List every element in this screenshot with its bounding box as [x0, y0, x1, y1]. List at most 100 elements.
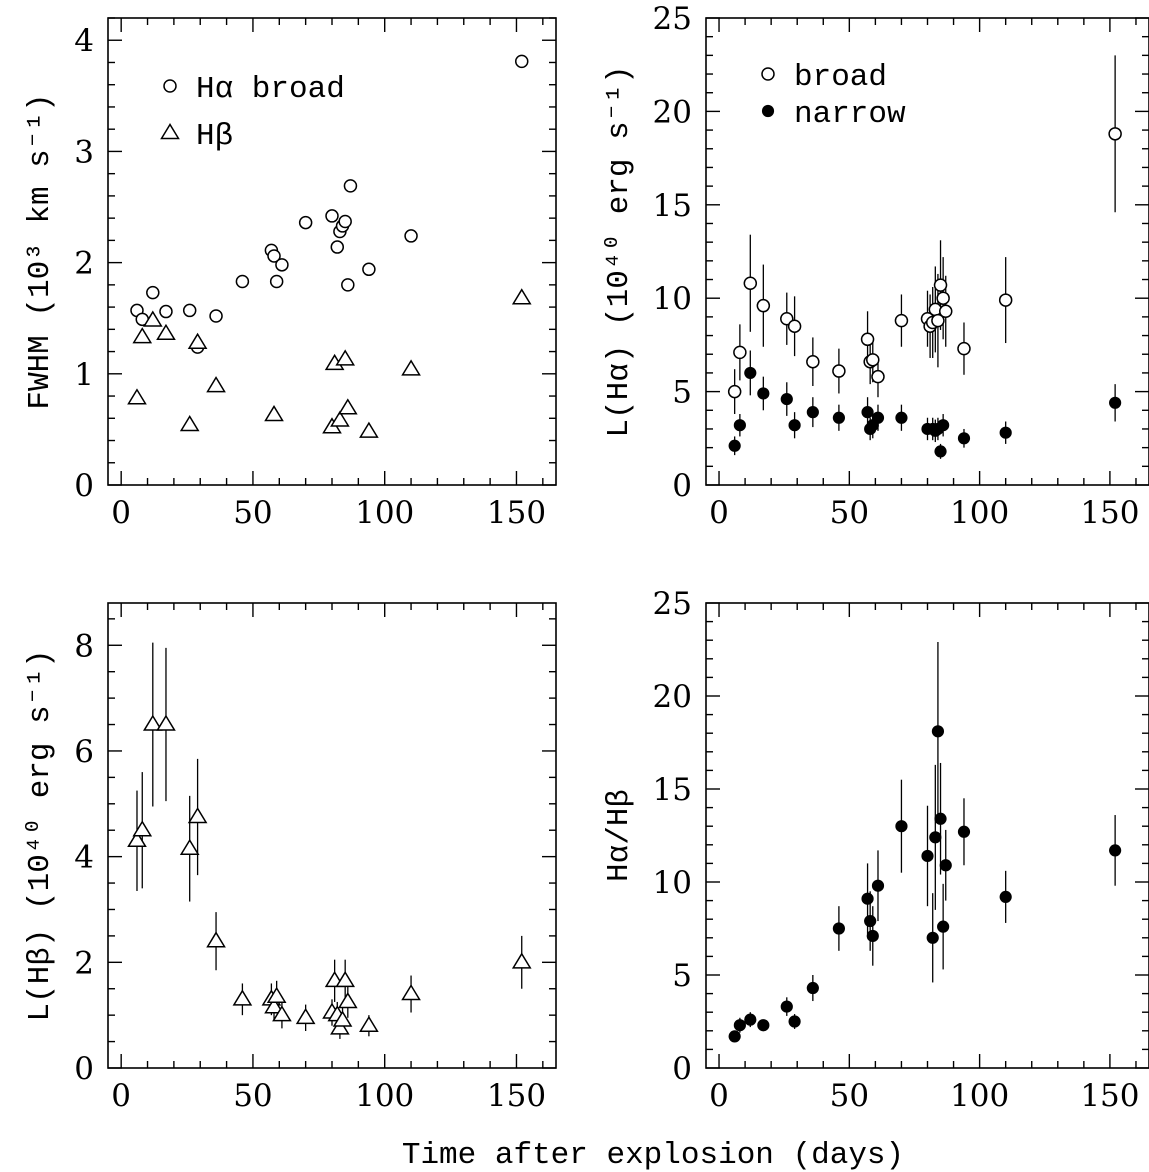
y-axis-label: L(Hβ) (10⁴⁰ erg s⁻¹)	[23, 649, 58, 1021]
l-hbeta-point-22	[511, 952, 532, 969]
fwhm-point-3	[156, 323, 176, 341]
legend-entry: broad	[761, 60, 887, 95]
l-halpha-point-2	[743, 276, 758, 291]
x-axis-label: Time after explosion (days)	[402, 1138, 904, 1172]
fwhm-point-18	[341, 278, 355, 292]
x-tick-label: 100	[355, 495, 414, 531]
panel-balmer-decrement: 0 50 100 150 0 5 10 15 20 25 Hα/Hβ	[602, 586, 1149, 1114]
l-halpha-point-1	[733, 419, 746, 432]
x-tick-label: 150	[487, 495, 546, 531]
h--series	[127, 288, 532, 438]
balmer-decrement-point-18	[937, 920, 950, 933]
fwhm-point-12	[337, 398, 358, 415]
x-tick-label: 50	[233, 1078, 272, 1114]
narrow-series	[728, 350, 1122, 459]
l-halpha-frame	[705, 17, 1149, 486]
balmer-decrement-point-12	[895, 820, 908, 833]
y-axis-label: Hα/Hβ	[602, 789, 637, 882]
y-tick-label: 0	[672, 468, 692, 504]
y-axis-label: FWHM (10³ km s⁻¹)	[23, 93, 58, 409]
fwhm-point-0	[127, 388, 147, 405]
l-hbeta-point-2	[142, 714, 163, 731]
series-series	[127, 642, 532, 1039]
y-tick-label: 25	[653, 1, 692, 37]
balmer-decrement-point-7	[832, 922, 846, 935]
panel-l-hbeta: 0 50 100 150 0 2 4 6 8 L(Hβ) (10⁴⁰ erg s⁻¹)	[23, 602, 557, 1114]
legend-label: broad	[794, 60, 887, 95]
l-halpha-point-20	[999, 426, 1012, 439]
fwhm-point-3	[159, 304, 173, 319]
fwhm-point-11	[275, 258, 289, 272]
l-halpha-point-18	[937, 419, 950, 432]
l-hbeta-point-10	[266, 986, 287, 1003]
y-tick-label: 5	[672, 958, 692, 994]
l-halpha-point-6	[806, 354, 820, 369]
l-hbeta-point-12	[295, 1007, 316, 1025]
l-hbeta-point-16	[330, 1018, 350, 1035]
l-halpha-point-22	[998, 293, 1013, 307]
l-hbeta-point-3	[156, 714, 176, 731]
fwhm-point-14	[401, 359, 421, 376]
l-halpha-point-5	[787, 319, 802, 333]
fwhm-point-22	[514, 54, 529, 69]
y-tick-label: 20	[653, 679, 692, 715]
fwhm-point-5	[187, 332, 208, 349]
y-tick-label: 4	[74, 840, 94, 876]
x-tick-label: 100	[950, 495, 1009, 531]
l-halpha-point-3	[757, 387, 770, 400]
l-hbeta-frame	[107, 602, 557, 1069]
l-halpha-point-1	[733, 345, 747, 360]
balmer-decrement-point-15	[929, 831, 942, 844]
y-tick-label: 20	[653, 94, 692, 130]
l-halpha-point-20	[938, 304, 953, 319]
y-tick-label: 1	[74, 357, 94, 393]
y-tick-label: 2	[74, 945, 94, 981]
legend-entry: narrow	[761, 97, 906, 132]
l-halpha-point-3	[756, 298, 771, 313]
series-series	[728, 642, 1122, 1043]
balmer-decrement-point-14	[926, 931, 939, 944]
l-hbeta-point-7	[232, 989, 253, 1006]
y-tick-label: 10	[653, 865, 692, 901]
panel-fwhm: 0 50 100 150 0 1 2 3 4 FWHM (10³ km s⁻¹) Hα broad H…	[23, 17, 557, 531]
l-halpha-point-23	[1108, 127, 1122, 141]
l-hbeta-point-4	[179, 838, 200, 855]
legend-entry: Hα broad	[163, 72, 345, 107]
legend-label: narrow	[794, 97, 906, 132]
l-halpha-point-0	[727, 384, 742, 399]
l-halpha-point-8	[861, 406, 874, 419]
y-tick-label: 10	[653, 281, 692, 317]
y-tick-label: 0	[74, 468, 94, 504]
l-hbeta-point-1	[132, 820, 153, 837]
l-halpha-point-4	[780, 392, 793, 406]
fwhm-point-20	[362, 262, 376, 277]
x-tick-label: 150	[1080, 495, 1139, 531]
l-halpha-point-17	[931, 313, 945, 328]
panel-l-halpha: 0 50 100 150 0 5 10 15 20 25 L(Hα) (10⁴⁰ erg s⁻¹) b…	[602, 1, 1149, 531]
l-halpha-point-19	[936, 291, 950, 305]
balmer-decrement-point-4	[780, 1000, 793, 1013]
balmer-decrement-point-3	[757, 1019, 770, 1032]
balmer-decrement-point-20	[957, 825, 971, 838]
y-tick-label: 4	[74, 23, 94, 59]
fwhm-point-6	[209, 309, 223, 323]
l-halpha-point-12	[895, 411, 908, 424]
l-hbeta-point-18	[335, 970, 356, 988]
x-tick-label: 0	[111, 495, 131, 531]
y-tick-label: 25	[653, 586, 692, 622]
fwhm-point-7	[264, 405, 284, 422]
l-halpha-point-12	[894, 313, 909, 328]
l-halpha-point-2	[744, 366, 757, 380]
fwhm-point-14	[330, 240, 345, 254]
legend-label: Hα broad	[196, 72, 345, 107]
l-halpha-point-21	[1109, 396, 1122, 409]
fwhm-point-21	[404, 229, 418, 243]
x-tick-label: 50	[233, 495, 272, 531]
fwhm-point-15	[511, 288, 532, 305]
l-hbeta-point-5	[187, 807, 208, 824]
l-hbeta-point-0	[127, 830, 147, 848]
x-tick-label: 0	[111, 1078, 131, 1114]
y-tick-label: 2	[74, 246, 94, 282]
fwhm-point-13	[359, 421, 379, 438]
